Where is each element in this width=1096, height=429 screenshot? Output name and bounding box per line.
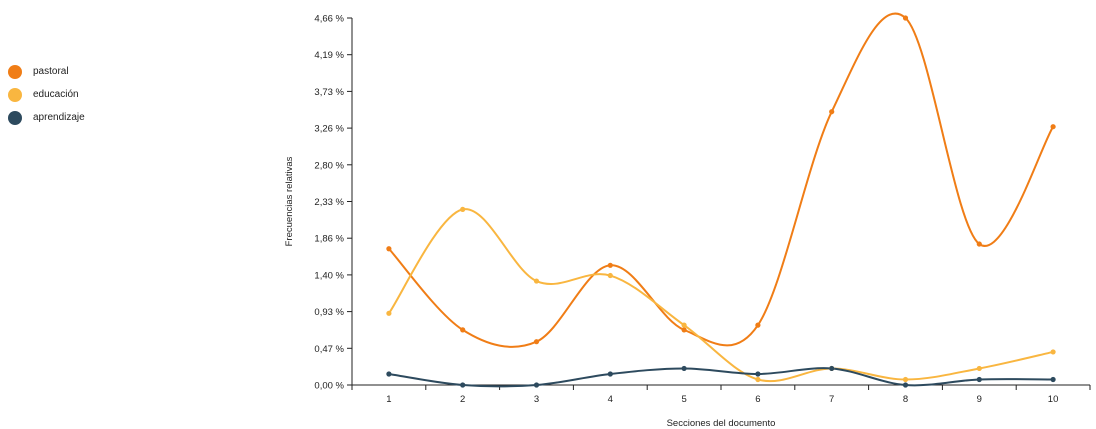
y-tick-label: 0,47 % bbox=[314, 344, 344, 355]
data-point-pastoral bbox=[755, 322, 761, 328]
data-point-pastoral bbox=[976, 241, 982, 247]
x-tick-label: 6 bbox=[755, 394, 760, 405]
x-tick-label: 4 bbox=[608, 394, 613, 405]
series-line-pastoral bbox=[388, 12, 1054, 348]
y-axis-title: Frecuencias relativas bbox=[284, 156, 295, 246]
legend-label: educación bbox=[33, 89, 79, 100]
data-point-aprendizaje bbox=[533, 382, 540, 388]
data-point-educación bbox=[1050, 349, 1056, 355]
y-tick-label: 3,26 % bbox=[314, 124, 344, 135]
x-tick-label: 5 bbox=[681, 394, 686, 405]
legend-label: pastoral bbox=[33, 66, 69, 77]
series-line-educación bbox=[388, 208, 1054, 383]
data-point-pastoral bbox=[1050, 124, 1056, 130]
y-tick-label: 0,00 % bbox=[314, 381, 344, 392]
data-point-aprendizaje bbox=[976, 376, 982, 383]
legend-label: aprendizaje bbox=[33, 112, 85, 123]
data-point-educación bbox=[533, 278, 540, 284]
data-point-pastoral bbox=[607, 262, 613, 268]
data-point-aprendizaje bbox=[1050, 376, 1056, 383]
y-tick-label: 3,73 % bbox=[314, 87, 344, 98]
y-tick-label: 2,33 % bbox=[314, 197, 344, 208]
series-line-aprendizaje bbox=[388, 367, 1054, 388]
data-point-educación bbox=[386, 310, 392, 316]
x-tick-label: 2 bbox=[460, 394, 465, 405]
data-point-educación bbox=[902, 376, 909, 383]
y-tick-label: 4,66 % bbox=[314, 14, 344, 25]
y-tick-label: 0,93 % bbox=[314, 307, 344, 318]
data-point-pastoral bbox=[460, 327, 466, 333]
data-point-aprendizaje bbox=[386, 371, 392, 377]
legend-item[interactable]: educación bbox=[8, 83, 85, 106]
y-tick-label: 1,40 % bbox=[314, 270, 344, 281]
x-tick-label: 1 bbox=[386, 394, 391, 405]
legend-swatch bbox=[8, 87, 22, 102]
y-tick-label: 1,86 % bbox=[314, 234, 344, 245]
data-point-aprendizaje bbox=[460, 382, 466, 388]
y-tick-label: 4,19 % bbox=[314, 50, 344, 61]
legend-swatch bbox=[8, 64, 22, 79]
data-point-pastoral bbox=[386, 246, 392, 252]
data-point-aprendizaje bbox=[681, 365, 687, 372]
data-point-educación bbox=[976, 365, 982, 372]
data-point-aprendizaje bbox=[755, 371, 761, 377]
data-point-educación bbox=[607, 272, 613, 279]
data-point-pastoral bbox=[902, 15, 909, 21]
x-axis-title: Secciones del documento bbox=[667, 418, 776, 429]
data-point-pastoral bbox=[681, 327, 687, 333]
x-tick-label: 9 bbox=[977, 394, 982, 405]
legend-swatch bbox=[8, 110, 22, 125]
legend-item[interactable]: pastoral bbox=[8, 60, 85, 83]
data-point-aprendizaje bbox=[607, 371, 613, 377]
x-tick-label: 3 bbox=[534, 394, 539, 405]
x-tick-label: 7 bbox=[829, 394, 834, 405]
data-point-educación bbox=[460, 206, 466, 212]
data-point-educación bbox=[755, 376, 761, 383]
x-tick-label: 8 bbox=[903, 394, 908, 405]
data-point-aprendizaje bbox=[829, 365, 835, 372]
data-point-pastoral bbox=[829, 109, 835, 115]
data-point-pastoral bbox=[533, 339, 540, 345]
y-tick-label: 2,80 % bbox=[314, 160, 344, 171]
data-point-educación bbox=[681, 322, 687, 328]
chart-legend: pastoral educación aprendizaje bbox=[8, 60, 85, 129]
data-point-aprendizaje bbox=[902, 382, 909, 388]
legend-item[interactable]: aprendizaje bbox=[8, 106, 85, 129]
x-tick-label: 10 bbox=[1048, 394, 1059, 405]
